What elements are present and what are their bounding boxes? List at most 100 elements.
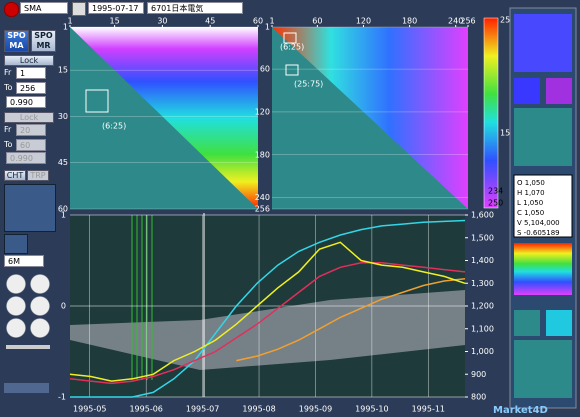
y-tick-label: 1 — [265, 23, 270, 32]
file-icons[interactable] — [4, 383, 49, 393]
series-line — [69, 262, 466, 385]
y2-tick-label: 1,500 — [471, 233, 494, 242]
colorbar — [483, 17, 499, 209]
x-tick-label: 45 — [205, 17, 215, 26]
fr-label: Fr — [4, 68, 12, 77]
x-tick-label: 1995-09 — [299, 405, 332, 414]
fr-field[interactable]: 1 — [16, 67, 46, 79]
fr-field: 20 — [16, 124, 46, 136]
y2-tick-label: 800 — [471, 393, 486, 402]
label: MA — [9, 41, 24, 50]
x-tick-label: 60 — [312, 17, 322, 26]
heatmap-left — [70, 27, 258, 209]
threshold-field[interactable]: 0.990 — [6, 96, 46, 108]
swatch — [546, 310, 572, 336]
colorbar-label: 256 — [500, 16, 515, 25]
threshold-field: 0.990 — [6, 152, 46, 164]
x-tick-label: 30 — [157, 17, 167, 26]
ohlc-box — [513, 174, 573, 238]
x-tick-label: 1995-08 — [242, 405, 275, 414]
swatch — [514, 340, 572, 398]
x-tick-label: 180 — [402, 17, 417, 26]
marker — [285, 64, 299, 76]
ohlc-text: V 5,104,000 — [517, 219, 560, 227]
nav-buttons[interactable] — [4, 272, 54, 340]
y2-tick-label: 1,600 — [471, 211, 494, 220]
label: SPO — [34, 31, 53, 40]
band-fan — [70, 290, 465, 370]
x-tick-label: 1995-06 — [129, 405, 162, 414]
y-tick-label: 180 — [255, 150, 270, 159]
to-label: To — [4, 140, 13, 149]
x-tick-label: 1995-11 — [412, 405, 445, 414]
crosshair-tool[interactable] — [4, 234, 28, 254]
y-tick-label: -1 — [58, 393, 66, 402]
annotation: (6:25) — [102, 122, 126, 131]
y2-tick-label: 1,200 — [471, 302, 494, 311]
y-tick-label: 240 — [255, 193, 270, 202]
stock-field[interactable]: 6701日本電気 — [147, 2, 243, 14]
swatch — [546, 78, 572, 104]
annotation: (6:25) — [280, 43, 304, 52]
spo-ma-button[interactable]: SPO MA — [4, 30, 29, 52]
swatch — [514, 78, 540, 104]
y2-tick-label: 900 — [471, 370, 486, 379]
x-tick-label: 256 — [460, 17, 475, 26]
y2-tick-label: 1,000 — [471, 347, 494, 356]
label: MR — [36, 41, 51, 50]
indicator-select[interactable]: SMA — [20, 2, 68, 14]
logo: Market4D — [493, 405, 548, 416]
y-tick-label: 1 — [61, 211, 66, 220]
x-tick-label: 120 — [356, 17, 371, 26]
lock-button[interactable]: Lock — [4, 55, 54, 66]
y-tick-label: 1 — [63, 23, 68, 32]
y-tick-label: 30 — [58, 112, 68, 121]
highlight-lines — [131, 215, 153, 380]
marker — [283, 32, 297, 44]
y2-tick-label: 1,100 — [471, 324, 494, 333]
spo-mr-button[interactable]: SPO MR — [31, 30, 56, 52]
tab[interactable]: TRP — [27, 170, 49, 181]
x-tick-label: 1 — [269, 17, 274, 26]
y-tick-label: 256 — [255, 205, 270, 214]
x-tick-label: 1995-07 — [186, 405, 219, 414]
to-field: 60 — [16, 139, 46, 151]
tab[interactable]: CHT — [4, 170, 26, 181]
ohlc-text: S -0.605189 — [517, 229, 560, 237]
series-line — [70, 219, 466, 398]
y-tick-label: 15 — [58, 66, 68, 75]
swatch — [514, 243, 572, 295]
y-tick-label: 60 — [58, 205, 68, 214]
x-tick-label: 1995-05 — [73, 405, 106, 414]
date-field[interactable]: 1995-07-17 — [88, 2, 144, 14]
power-button[interactable] — [4, 2, 19, 17]
colorbar-label: 250 — [488, 199, 503, 208]
x-tick-label: 1 — [67, 17, 72, 26]
series-line — [236, 277, 466, 362]
x-tick-label: 15 — [110, 17, 120, 26]
to-field[interactable]: 256 — [16, 82, 46, 94]
period-select[interactable]: 6M — [4, 255, 44, 267]
x-tick-label: 240 — [448, 17, 463, 26]
colorbar-label: 234 — [488, 187, 503, 196]
slider[interactable] — [6, 345, 50, 349]
x-tick-label: 60 — [253, 17, 263, 26]
x-tick-label: 1995-10 — [355, 405, 388, 414]
ohlc-text: H 1,070 — [517, 189, 545, 197]
calendar-icon[interactable] — [72, 2, 86, 16]
y-tick-label: 120 — [255, 107, 270, 116]
fr-label: Fr — [4, 125, 12, 134]
tool-icons[interactable] — [4, 184, 56, 232]
ohlc-text: L 1,050 — [517, 199, 543, 207]
label: SPO — [7, 31, 26, 40]
y2-tick-label: 1,400 — [471, 256, 494, 265]
marker — [85, 89, 109, 113]
swatch — [514, 310, 540, 336]
swatch — [514, 108, 572, 166]
lock-button: Lock — [4, 112, 54, 123]
annotation: (25:75) — [294, 80, 323, 89]
to-label: To — [4, 83, 13, 92]
heatmap-right — [272, 27, 468, 209]
